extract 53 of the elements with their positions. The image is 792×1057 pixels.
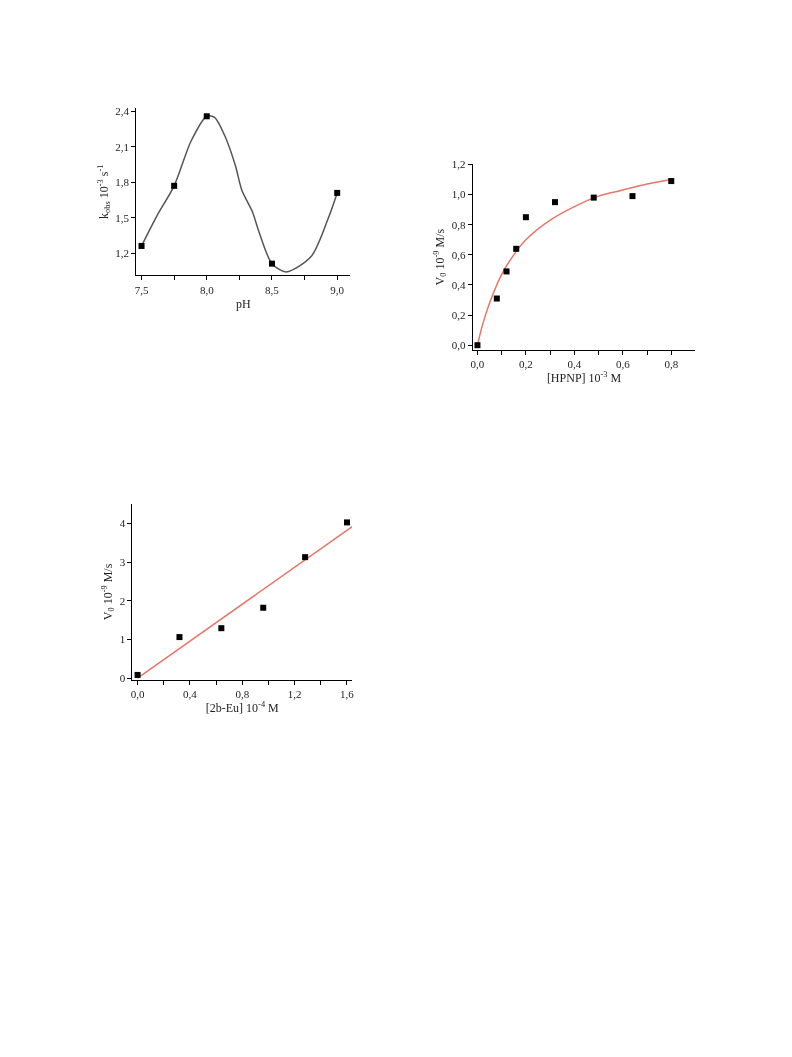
x-tick-label: 9,0 <box>330 283 345 296</box>
y-tick-label: 1 <box>119 633 126 646</box>
x-tick-label: 1,2 <box>287 687 302 700</box>
x-tick-label: 8,0 <box>199 283 215 296</box>
point <box>176 634 183 641</box>
x-axis-title: pH <box>235 296 251 311</box>
point <box>302 554 309 561</box>
point <box>513 245 520 252</box>
x-tick-label: 0,2 <box>519 357 533 370</box>
y-tick-label: 4 <box>119 517 126 530</box>
point <box>629 193 636 200</box>
point <box>590 194 597 201</box>
point <box>474 342 481 349</box>
point <box>334 189 341 196</box>
point <box>522 214 529 221</box>
point <box>343 519 350 526</box>
y-tick-label: 2,4 <box>115 105 130 118</box>
point <box>493 295 500 302</box>
point <box>218 625 225 632</box>
point <box>171 182 178 189</box>
x-tick-label: 0,4 <box>183 687 198 700</box>
y-tick-label: 3 <box>119 556 126 569</box>
x-tick-label: 0,4 <box>567 357 582 370</box>
y-tick-label: 1,8 <box>115 176 130 189</box>
y-tick-label: 1,2 <box>451 158 466 171</box>
x-tick-label: 1,6 <box>340 687 355 700</box>
x-axis-title: [2b-Eu] 10$^{-4}$ M <box>205 699 280 715</box>
y-tick-label: 0,6 <box>451 248 466 261</box>
y-tick-label: 0,2 <box>451 308 466 321</box>
y-tick-label: 1,0 <box>451 188 466 201</box>
x-tick-label: 0,0 <box>130 687 145 700</box>
y-tick-label: 0,0 <box>451 339 466 352</box>
x-tick-label: 0,6 <box>615 357 631 370</box>
y-tick-label: 2,1 <box>115 140 130 153</box>
point <box>260 604 267 611</box>
x-tick-label: 7,5 <box>134 283 149 296</box>
y-tick-label: 0 <box>119 671 126 684</box>
point <box>203 113 210 120</box>
x-tick-label: 0,0 <box>470 357 485 370</box>
y-tick-label: 2 <box>119 594 126 607</box>
x-axis-title: [HPNP] 10$^{-3}$ M <box>546 369 622 385</box>
y-tick-label: 1,5 <box>115 211 130 224</box>
x-tick-label: 0,8 <box>664 357 679 370</box>
y-tick-label: 0,8 <box>451 218 466 231</box>
y-tick-label: 1,2 <box>115 246 130 259</box>
x-tick-label: 8,5 <box>265 283 280 296</box>
point <box>668 178 675 185</box>
point <box>138 242 145 249</box>
point <box>551 199 558 206</box>
point <box>268 260 275 267</box>
point <box>134 671 141 678</box>
x-tick-label: 0,8 <box>235 687 250 700</box>
point <box>503 268 510 275</box>
